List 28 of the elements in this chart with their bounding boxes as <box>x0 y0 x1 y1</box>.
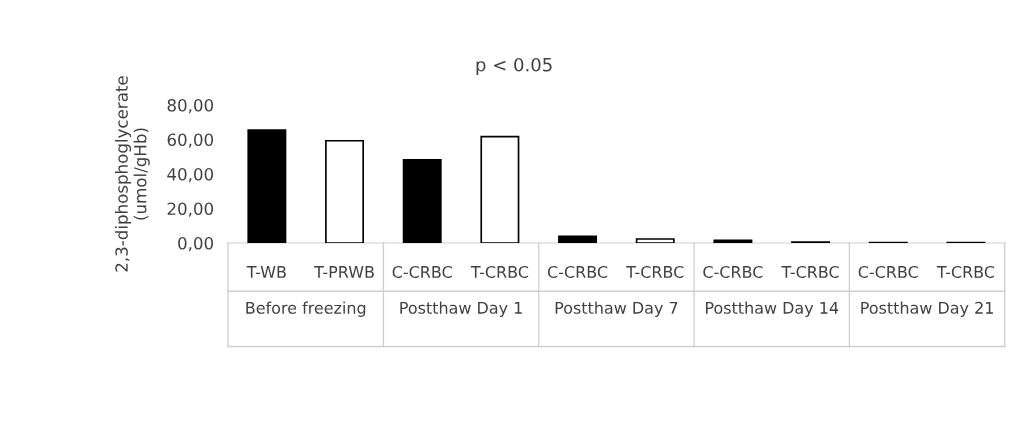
y-tick-label: 60,00 <box>167 133 214 148</box>
text: Postthaw Day 1 <box>400 301 522 317</box>
x-tick-label: T-CRBC <box>626 265 684 278</box>
x-tick-label: T-CRBC <box>470 265 529 278</box>
x-tick-label: C-CRBC <box>392 265 452 278</box>
text: Postthaw Day 7 <box>555 301 678 317</box>
y-tick-label: 40,00 <box>167 167 214 183</box>
y-tick-label: 0,00 <box>178 236 214 252</box>
chart-title: p < 0.05 <box>476 57 552 76</box>
bar <box>480 135 520 243</box>
bar <box>635 238 675 243</box>
x-tick-label: C-CRBC <box>703 265 763 278</box>
bar <box>558 235 598 243</box>
text: Postthaw Day 21 <box>861 301 993 317</box>
y-tick-label: 20,00 <box>167 202 214 217</box>
x-tick-label: T-CRBC <box>936 265 995 278</box>
bar <box>247 129 287 243</box>
x-tick-label: T-PRWB <box>314 266 374 278</box>
x-tick-label: T-CRBC <box>781 265 839 278</box>
text: Before freezing <box>246 301 366 317</box>
y-tick-label: 80,00 <box>167 98 214 114</box>
y-axis-title: 2,3-diphosphoglycerate (umol/gHb) <box>114 76 150 272</box>
bar <box>402 159 442 243</box>
bar <box>325 139 365 243</box>
text: Postthaw Day 14 <box>705 301 839 317</box>
x-tick-label: C-CRBC <box>858 265 918 278</box>
x-tick-label: T-WB <box>246 266 286 278</box>
x-tick-label: C-CRBC <box>547 265 608 278</box>
